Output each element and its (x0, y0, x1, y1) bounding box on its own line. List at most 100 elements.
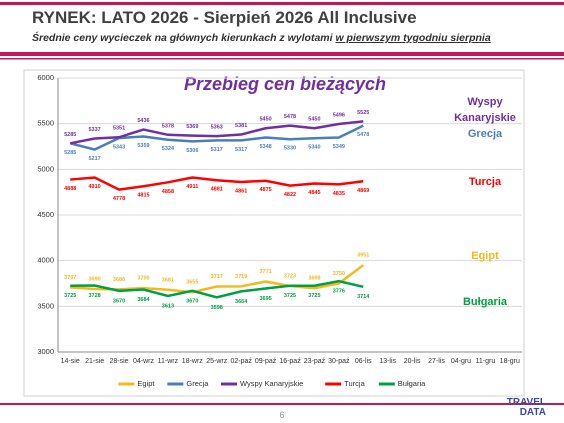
x-tick-label: 11-gru (476, 358, 496, 365)
header-bar (0, 52, 564, 56)
data-label: 5337 (89, 127, 101, 133)
data-label: 5381 (235, 123, 247, 129)
data-label: 5525 (357, 110, 369, 116)
subtitle-text: Średnie ceny wycieczek na głównych kieru… (32, 32, 333, 44)
data-label: 5351 (113, 126, 125, 132)
series-annotation: Grecja (467, 128, 503, 140)
legend-label: Turcja (344, 379, 365, 388)
legend-label: Grecja (186, 379, 209, 388)
x-tick-label: 25-wrz (206, 358, 228, 365)
data-label: 3723 (284, 273, 296, 279)
series-line (70, 176, 364, 191)
data-label: 3951 (357, 253, 369, 259)
series-annotation: Turcja (468, 176, 502, 188)
data-label: 5349 (333, 144, 345, 150)
header-bar (0, 58, 564, 60)
data-label: 4858 (162, 189, 174, 195)
y-tick-label: 3500 (37, 301, 54, 310)
page-number: 6 (279, 410, 285, 420)
y-tick-label: 6000 (37, 73, 54, 82)
data-label: 3686 (113, 277, 125, 283)
y-tick-label: 3000 (37, 347, 54, 356)
chart-title: Przebieg cen bieżących (184, 74, 386, 94)
data-label: 5285 (64, 132, 76, 138)
page-title: RYNEK: LATO 2026 - Sierpień 2026 All Inc… (32, 8, 417, 27)
series-line (69, 120, 364, 145)
data-label: 3776 (333, 289, 345, 295)
x-tick-label: 18-gru (500, 358, 520, 365)
data-label: 5348 (259, 144, 271, 150)
data-label: 5478 (357, 132, 369, 138)
x-tick-label: 09-paź (255, 358, 277, 365)
data-label: 5363 (211, 125, 223, 131)
data-label: 4911 (186, 184, 198, 190)
legend-label: Bułgaria (398, 379, 426, 388)
y-tick-label: 5000 (37, 164, 54, 173)
data-label: 5306 (186, 148, 198, 154)
data-label: 3717 (211, 274, 223, 280)
data-label: 3655 (186, 280, 198, 286)
subtitle-underlined: w pierwszym tygodniu sierpnia (335, 32, 491, 44)
data-label: 4778 (113, 196, 125, 202)
data-label: 5496 (333, 112, 345, 118)
data-label: 3707 (64, 275, 76, 281)
x-tick-label: 30-paź (328, 358, 350, 365)
y-tick-label: 4500 (37, 210, 54, 219)
data-label: 5436 (137, 118, 149, 124)
x-tick-label: 16-paź (279, 358, 301, 365)
logo: TRAVEL DATA (506, 397, 546, 418)
legend-label: Egipt (137, 379, 155, 388)
data-label: 3700 (137, 276, 149, 282)
data-label: 3771 (259, 269, 271, 275)
data-label: 3695 (259, 296, 271, 302)
data-label: 3613 (162, 303, 174, 309)
data-label: 3750 (333, 271, 345, 277)
data-label: 5324 (162, 146, 175, 152)
x-tick-label: 04-gru (451, 358, 471, 365)
x-tick-label: 13-lis (379, 358, 396, 365)
data-label: 3664 (235, 299, 248, 305)
data-label: 4861 (235, 188, 247, 194)
data-label: 4835 (333, 191, 345, 197)
series-annotation: Egipt (471, 250, 499, 262)
series-line (70, 279, 364, 299)
data-label: 5285 (64, 150, 76, 156)
data-label: 4815 (137, 193, 149, 199)
x-tick-label: 04-wrz (133, 358, 155, 365)
data-label: 5478 (284, 114, 296, 120)
chart-frame (23, 69, 525, 397)
data-label: 5359 (137, 143, 149, 149)
data-label: 5330 (284, 146, 296, 152)
data-label: 5378 (162, 123, 174, 129)
data-label: 3725 (284, 293, 296, 299)
series-annotation: Wyspy Kanaryjskie (454, 96, 516, 124)
data-label: 5450 (259, 117, 271, 123)
series-annotation: Bułgaria (462, 296, 507, 308)
x-tick-label: 20-lis (404, 358, 421, 365)
data-label: 3690 (89, 276, 101, 282)
data-label: 3719 (235, 274, 247, 280)
data-label: 5340 (308, 145, 320, 151)
data-label: 3598 (211, 305, 223, 311)
data-label: 5217 (89, 156, 101, 162)
data-label: 3725 (308, 293, 320, 299)
legend-label: Wyspy Kanaryjskie (240, 379, 303, 388)
x-tick-label: 02-paź (230, 358, 252, 365)
data-label: 3681 (162, 277, 174, 283)
data-label: 5317 (211, 147, 223, 153)
data-label: 4910 (89, 184, 101, 190)
data-label: 3684 (137, 297, 150, 303)
data-label: 4888 (64, 186, 76, 192)
top-bar (0, 2, 564, 5)
x-tick-label: 23-paź (304, 358, 326, 365)
data-label: 3725 (64, 293, 76, 299)
x-tick-label: 28-sie (110, 358, 129, 365)
footer-bar (0, 403, 564, 405)
data-label: 5317 (235, 147, 247, 153)
x-tick-label: 11-wrz (158, 358, 179, 365)
data-label: 4881 (211, 187, 223, 193)
data-label: 3728 (89, 293, 101, 299)
data-label: 4822 (284, 192, 296, 198)
y-tick-label: 5500 (37, 119, 54, 128)
subtitle: Średnie ceny wycieczek na głównych kieru… (32, 32, 491, 44)
